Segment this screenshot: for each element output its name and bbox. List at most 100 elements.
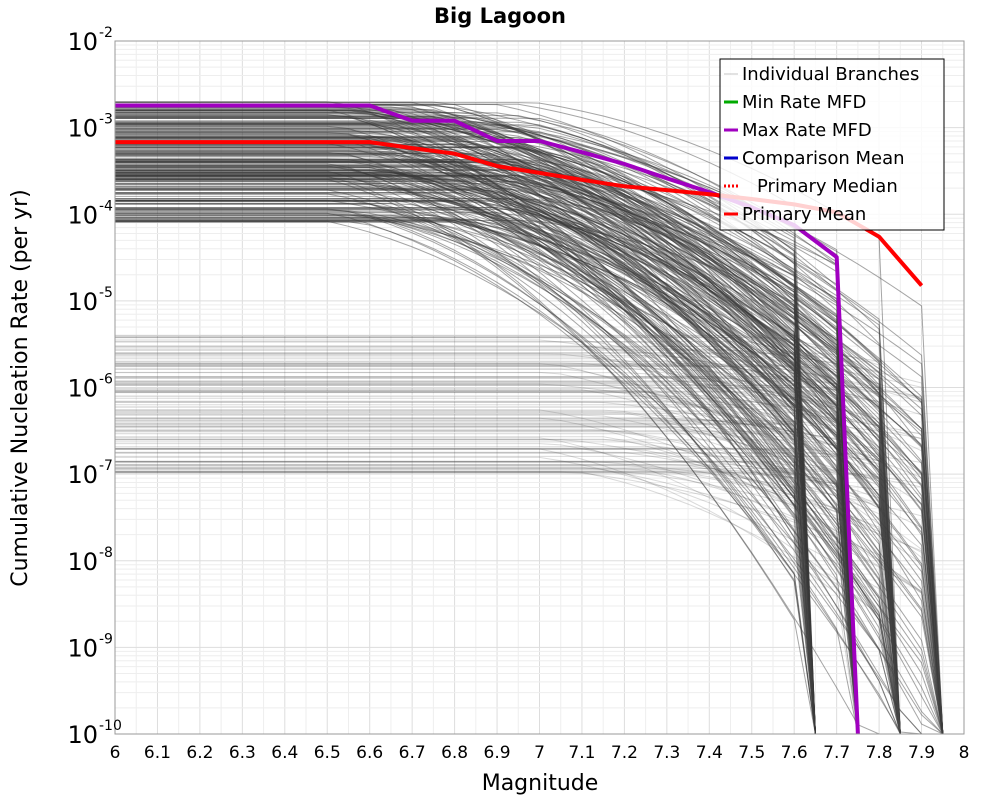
branch-line <box>115 441 944 735</box>
branch-line <box>115 166 944 735</box>
branch-line <box>115 217 859 735</box>
branch-line <box>115 111 944 735</box>
branch-line <box>115 404 944 735</box>
branch-line <box>115 422 859 735</box>
branch-line <box>115 212 859 735</box>
branch-line <box>115 169 859 735</box>
branch-line <box>115 138 859 735</box>
branch-line <box>115 347 944 735</box>
x-tick-label: 6.2 <box>186 743 213 763</box>
branch-line <box>115 436 944 735</box>
branch-line <box>115 153 944 735</box>
branch-line <box>115 174 816 735</box>
branch-line <box>115 452 901 735</box>
branch-line <box>115 175 944 735</box>
branch-line <box>115 124 816 735</box>
branch-line <box>115 397 901 735</box>
branch-line <box>115 130 944 735</box>
branch-line <box>115 219 944 735</box>
branch-line <box>115 425 859 735</box>
branch-line <box>115 366 944 735</box>
branch-line <box>115 200 859 735</box>
branch-line <box>115 192 944 735</box>
branch-line <box>115 154 901 735</box>
branch-line <box>115 221 859 735</box>
branch-line <box>115 214 901 735</box>
branch-line <box>115 138 859 735</box>
branch-line <box>115 117 901 735</box>
branch-line <box>115 221 901 735</box>
branch-line <box>115 127 816 735</box>
branch-line <box>115 221 816 735</box>
branch-line <box>115 401 901 735</box>
branch-line <box>115 171 816 735</box>
branch-line <box>115 213 859 735</box>
branch-line <box>115 471 901 735</box>
branch-line <box>115 132 944 735</box>
branch-line <box>115 110 859 735</box>
branch-line <box>115 178 816 735</box>
branch-line <box>115 430 816 735</box>
branch-line <box>115 125 901 735</box>
branch-line <box>115 172 944 735</box>
branch-line <box>115 201 816 735</box>
branch-line <box>115 390 859 735</box>
branch-line <box>115 179 859 735</box>
branch-line <box>115 158 859 735</box>
branch-line <box>115 109 859 735</box>
branch-line <box>115 178 944 735</box>
branch-line <box>115 377 901 735</box>
branch-line <box>115 213 944 735</box>
y-tick-exponent: -5 <box>99 285 113 301</box>
x-tick-label: 7.6 <box>781 743 808 763</box>
branch-line <box>115 161 859 735</box>
branch-line <box>115 177 816 735</box>
branch-line <box>115 382 816 735</box>
branch-line <box>115 174 944 735</box>
branch-line <box>115 443 944 735</box>
branch-line <box>115 173 901 735</box>
branch-line <box>115 467 859 735</box>
branch-line <box>115 199 943 735</box>
branch-line <box>115 203 901 735</box>
branch-line <box>115 410 944 735</box>
branch-line <box>115 212 901 735</box>
legend-label-individual-branches: Individual Branches <box>742 64 919 85</box>
branch-line <box>115 372 816 735</box>
branch-line <box>115 461 944 735</box>
branch-line <box>115 427 816 735</box>
branch-line <box>115 137 944 735</box>
x-tick-label: 6.6 <box>356 743 383 763</box>
branch-line <box>115 172 859 735</box>
branch-line <box>115 208 901 735</box>
y-tick-exponent: -2 <box>99 25 113 41</box>
branch-line <box>115 147 901 735</box>
branch-line <box>115 198 816 735</box>
branch-line <box>115 220 901 735</box>
y-tick-exponent: -6 <box>99 372 113 388</box>
branch-line <box>115 461 859 735</box>
branch-line <box>115 353 859 735</box>
y-tick-exponent: -7 <box>99 458 113 474</box>
branch-line <box>115 377 901 735</box>
branch-line <box>115 354 859 735</box>
branch-line <box>115 186 944 735</box>
branch-line <box>115 107 859 735</box>
branch-line <box>115 178 859 735</box>
branch-line <box>115 101 859 735</box>
branch-line <box>115 412 816 735</box>
branch-line <box>115 203 901 735</box>
branch-line <box>115 409 901 735</box>
branch-line <box>115 363 901 735</box>
branch-line <box>115 439 901 735</box>
branch-line <box>115 167 944 735</box>
branch-line <box>115 219 816 735</box>
branch-line <box>115 123 816 735</box>
branch-line <box>115 175 859 735</box>
branch-line <box>115 165 816 735</box>
branch-line <box>115 165 859 735</box>
branch-line <box>115 163 816 735</box>
branch-line <box>115 200 901 735</box>
branch-line <box>115 135 816 735</box>
branch-line <box>115 208 901 735</box>
